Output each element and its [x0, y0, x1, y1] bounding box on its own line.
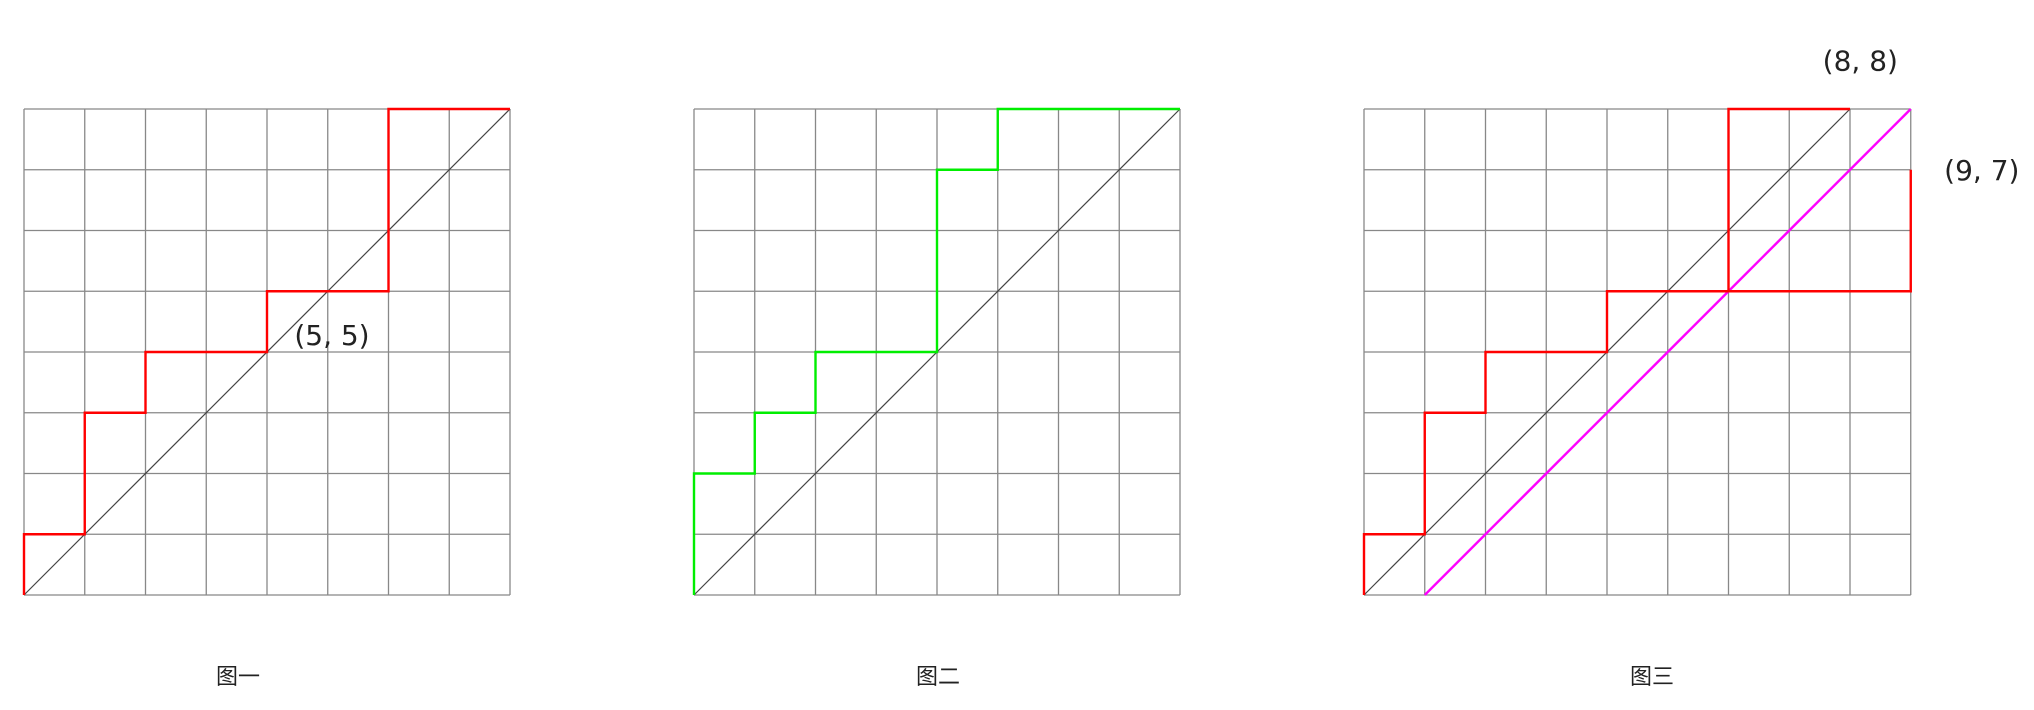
lattice-path	[22, 107, 510, 595]
grid	[1363, 108, 1912, 596]
figure-caption: 图三	[1630, 665, 1674, 690]
figure-3: (8, 8) (9, 7) 图三	[1362, 44, 2019, 690]
lattice-path	[692, 107, 1180, 595]
figure-1: (5, 5) 图一	[22, 107, 511, 690]
figure-2: 图二	[692, 107, 1181, 690]
lattice-path	[1362, 107, 1850, 595]
coordinate-label: (5, 5)	[294, 319, 369, 352]
coordinate-label: (8, 8)	[1823, 44, 1898, 77]
shifted-diagonal-line	[1423, 108, 1912, 596]
figure-caption: 图二	[916, 665, 960, 690]
figure-caption: 图一	[216, 665, 260, 690]
reflected-path-segment	[1728, 169, 1912, 293]
coordinate-label: (9, 7)	[1944, 154, 2019, 187]
